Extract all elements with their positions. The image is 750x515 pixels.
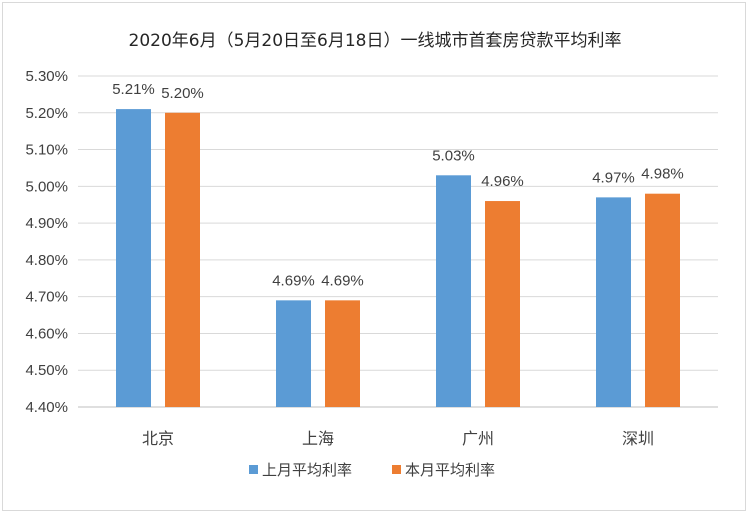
x-category-label: 深圳 <box>622 429 654 448</box>
bar-this-month <box>485 201 520 407</box>
legend-label: 上月平均利率 <box>262 461 352 479</box>
data-label: 5.03% <box>432 147 475 164</box>
y-tick-label: 4.70% <box>25 289 68 306</box>
bar-this-month <box>165 112 200 408</box>
x-category-label: 广州 <box>462 429 494 448</box>
y-tick-label: 5.20% <box>25 105 68 122</box>
bar-this-month <box>645 193 680 407</box>
bar-last-month <box>596 197 631 407</box>
y-tick-label: 4.80% <box>25 252 68 269</box>
chart-title: 2020年6月（5月20日至6月18日）一线城市首套房贷款平均利率 <box>128 31 622 51</box>
y-tick-label: 5.30% <box>25 68 68 85</box>
data-label: 5.20% <box>161 85 204 102</box>
x-category-label: 上海 <box>302 429 334 448</box>
y-tick-label: 4.90% <box>25 215 68 232</box>
data-label: 5.21% <box>112 81 155 98</box>
data-label: 4.69% <box>321 272 364 289</box>
bar-last-month <box>436 175 471 407</box>
y-tick-label: 5.00% <box>25 178 68 195</box>
y-tick-label: 4.60% <box>25 325 68 342</box>
data-label: 4.97% <box>592 169 635 186</box>
data-label: 4.96% <box>481 173 524 190</box>
data-label: 4.69% <box>272 272 315 289</box>
legend-label: 本月平均利率 <box>405 461 495 479</box>
y-tick-label: 4.40% <box>25 399 68 416</box>
y-tick-label: 4.50% <box>25 362 68 379</box>
data-label: 4.98% <box>641 166 684 183</box>
y-tick-label: 5.10% <box>25 142 68 159</box>
x-category-label: 北京 <box>142 429 174 448</box>
legend-swatch <box>392 465 401 474</box>
legend-swatch <box>249 465 258 474</box>
bar-this-month <box>325 300 360 407</box>
bar-last-month <box>116 109 151 407</box>
bar-last-month <box>276 300 311 407</box>
